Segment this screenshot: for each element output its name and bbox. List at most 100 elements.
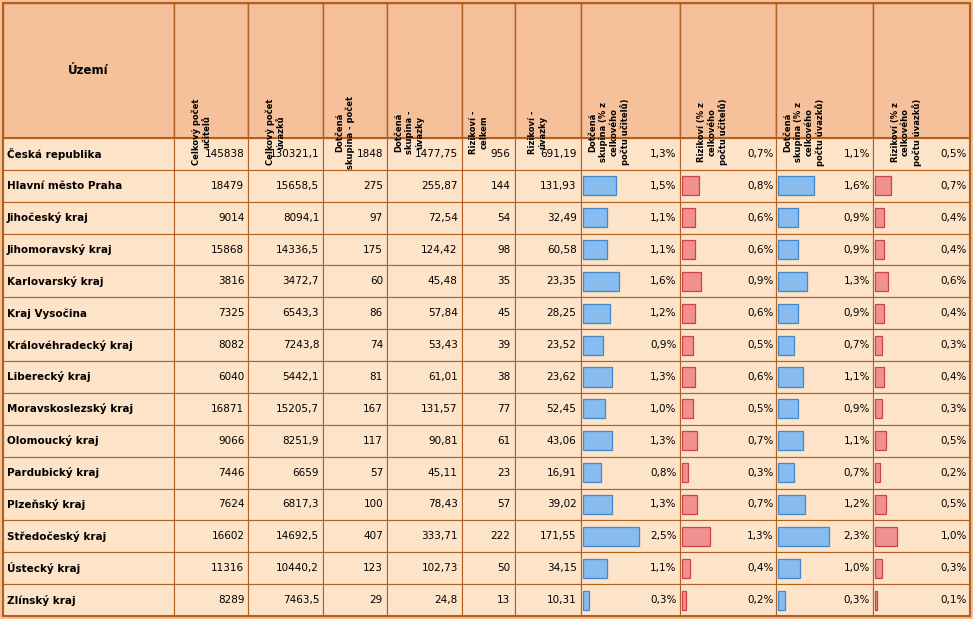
Bar — [581, 233, 679, 266]
Text: 171,55: 171,55 — [540, 531, 577, 542]
Text: 10440,2: 10440,2 — [276, 563, 319, 573]
Bar — [3, 393, 173, 425]
Bar — [248, 425, 323, 457]
Bar — [323, 552, 387, 584]
Text: 3816: 3816 — [218, 277, 244, 287]
Bar — [323, 170, 387, 202]
Bar — [173, 266, 248, 297]
Text: 1,6%: 1,6% — [844, 181, 870, 191]
Bar — [583, 591, 590, 610]
Bar — [778, 399, 798, 418]
Bar — [583, 495, 612, 514]
Bar — [323, 329, 387, 361]
Text: 0,8%: 0,8% — [747, 181, 774, 191]
Bar — [3, 521, 173, 552]
Bar — [873, 521, 970, 552]
Text: 6817,3: 6817,3 — [282, 500, 319, 509]
Text: 0,5%: 0,5% — [747, 404, 774, 414]
Bar — [515, 457, 581, 488]
Text: 77: 77 — [497, 404, 511, 414]
Bar — [776, 552, 873, 584]
Bar — [875, 272, 888, 291]
Bar — [515, 3, 581, 138]
Text: 7446: 7446 — [218, 467, 244, 478]
Text: 60: 60 — [370, 277, 383, 287]
Text: 72,54: 72,54 — [428, 213, 457, 223]
Text: 407: 407 — [363, 531, 383, 542]
Bar — [515, 138, 581, 170]
Bar — [462, 552, 515, 584]
Bar — [462, 584, 515, 616]
Text: 0,1%: 0,1% — [941, 595, 967, 605]
Bar — [248, 457, 323, 488]
Text: Hlavní město Praha: Hlavní město Praha — [7, 181, 123, 191]
Bar — [515, 552, 581, 584]
Bar — [462, 457, 515, 488]
Bar — [875, 527, 897, 546]
Text: 3472,7: 3472,7 — [282, 277, 319, 287]
Text: 57: 57 — [370, 467, 383, 478]
Text: 7243,8: 7243,8 — [282, 340, 319, 350]
Bar — [3, 266, 173, 297]
Bar — [581, 329, 679, 361]
Text: 0,6%: 0,6% — [747, 372, 774, 382]
Text: 0,5%: 0,5% — [747, 340, 774, 350]
Text: 1,0%: 1,0% — [941, 531, 967, 542]
Text: Rizikoví -
úvazky: Rizikoví - úvazky — [528, 110, 548, 154]
Bar — [323, 393, 387, 425]
Text: 23: 23 — [497, 467, 511, 478]
Bar — [581, 3, 679, 138]
Bar — [583, 527, 639, 546]
Bar — [323, 3, 387, 138]
Bar — [3, 425, 173, 457]
Text: 11316: 11316 — [211, 563, 244, 573]
Bar — [679, 138, 776, 170]
Bar — [173, 297, 248, 329]
Bar — [387, 297, 462, 329]
Bar — [776, 266, 873, 297]
Text: 275: 275 — [363, 181, 383, 191]
Text: 8094,1: 8094,1 — [283, 213, 319, 223]
Text: Karlovarský kraj: Karlovarský kraj — [7, 276, 103, 287]
Text: 167: 167 — [363, 404, 383, 414]
Bar — [173, 425, 248, 457]
Text: 1,3%: 1,3% — [650, 436, 676, 446]
Bar — [875, 399, 882, 418]
Bar — [583, 463, 600, 482]
Text: 0,7%: 0,7% — [747, 436, 774, 446]
Text: 35: 35 — [497, 277, 511, 287]
Text: 0,7%: 0,7% — [747, 500, 774, 509]
Text: 1848: 1848 — [356, 149, 383, 159]
Bar — [679, 425, 776, 457]
Text: 61,01: 61,01 — [428, 372, 457, 382]
Text: 1,1%: 1,1% — [650, 213, 676, 223]
Bar — [248, 361, 323, 393]
Text: Celkový počet
učitelů: Celkový počet učitelů — [191, 99, 211, 165]
Text: 1,1%: 1,1% — [844, 149, 870, 159]
Bar — [581, 393, 679, 425]
Text: 0,2%: 0,2% — [941, 467, 967, 478]
Bar — [778, 463, 794, 482]
Text: 16871: 16871 — [211, 404, 244, 414]
Bar — [583, 431, 612, 450]
Bar — [581, 552, 679, 584]
Bar — [323, 202, 387, 233]
Bar — [583, 176, 617, 196]
Text: 16,91: 16,91 — [547, 467, 577, 478]
Bar — [462, 233, 515, 266]
Text: Česká republika: Česká republika — [7, 148, 101, 160]
Bar — [462, 488, 515, 521]
Bar — [778, 591, 785, 610]
Bar — [462, 361, 515, 393]
Text: 0,7%: 0,7% — [941, 181, 967, 191]
Bar — [583, 368, 612, 386]
Text: 0,6%: 0,6% — [747, 245, 774, 254]
Text: 0,5%: 0,5% — [941, 149, 967, 159]
Text: 32,49: 32,49 — [547, 213, 577, 223]
Text: Zlínský kraj: Zlínský kraj — [7, 595, 76, 605]
Bar — [875, 368, 884, 386]
Bar — [3, 488, 173, 521]
Bar — [462, 425, 515, 457]
Text: 81: 81 — [370, 372, 383, 382]
Bar — [873, 552, 970, 584]
